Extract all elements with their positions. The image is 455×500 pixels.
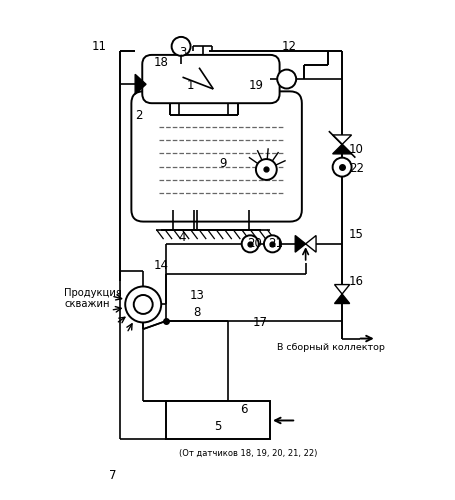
Text: 2: 2 xyxy=(135,108,142,122)
Polygon shape xyxy=(333,135,352,144)
Text: 19: 19 xyxy=(248,79,263,92)
Text: 14: 14 xyxy=(154,259,169,272)
Circle shape xyxy=(172,37,191,56)
Circle shape xyxy=(277,70,296,88)
Text: 10: 10 xyxy=(349,142,364,156)
Text: 8: 8 xyxy=(193,306,200,320)
Text: 17: 17 xyxy=(253,316,268,329)
Text: 3: 3 xyxy=(179,46,186,59)
Text: 6: 6 xyxy=(240,403,248,416)
Circle shape xyxy=(134,295,153,314)
Text: 16: 16 xyxy=(349,275,364,288)
Text: 21: 21 xyxy=(268,238,283,250)
Text: 1: 1 xyxy=(187,79,194,92)
Text: 15: 15 xyxy=(349,228,364,241)
Polygon shape xyxy=(295,236,306,252)
Polygon shape xyxy=(334,284,350,294)
Text: 13: 13 xyxy=(189,290,204,302)
Polygon shape xyxy=(333,144,352,154)
Text: 12: 12 xyxy=(282,40,297,53)
Text: 22: 22 xyxy=(349,162,364,174)
Text: В сборный коллектор: В сборный коллектор xyxy=(277,342,385,351)
Text: 4: 4 xyxy=(179,230,186,243)
Text: 5: 5 xyxy=(214,420,222,433)
Polygon shape xyxy=(135,74,146,94)
Bar xyxy=(166,400,270,440)
Text: скважин: скважин xyxy=(64,300,110,310)
FancyBboxPatch shape xyxy=(142,55,279,103)
FancyBboxPatch shape xyxy=(131,92,302,222)
Text: Продукция: Продукция xyxy=(64,288,122,298)
Text: 20: 20 xyxy=(248,238,263,250)
Text: 9: 9 xyxy=(219,157,227,170)
Text: (От датчиков 18, 19, 20, 21, 22): (От датчиков 18, 19, 20, 21, 22) xyxy=(179,449,318,458)
Circle shape xyxy=(242,236,259,252)
Circle shape xyxy=(333,158,352,176)
Circle shape xyxy=(264,236,281,252)
Polygon shape xyxy=(306,236,316,252)
Text: 7: 7 xyxy=(109,470,116,482)
Text: 11: 11 xyxy=(91,40,106,53)
Polygon shape xyxy=(334,294,350,304)
Circle shape xyxy=(125,286,161,322)
Circle shape xyxy=(256,159,277,180)
Text: 18: 18 xyxy=(154,56,169,68)
